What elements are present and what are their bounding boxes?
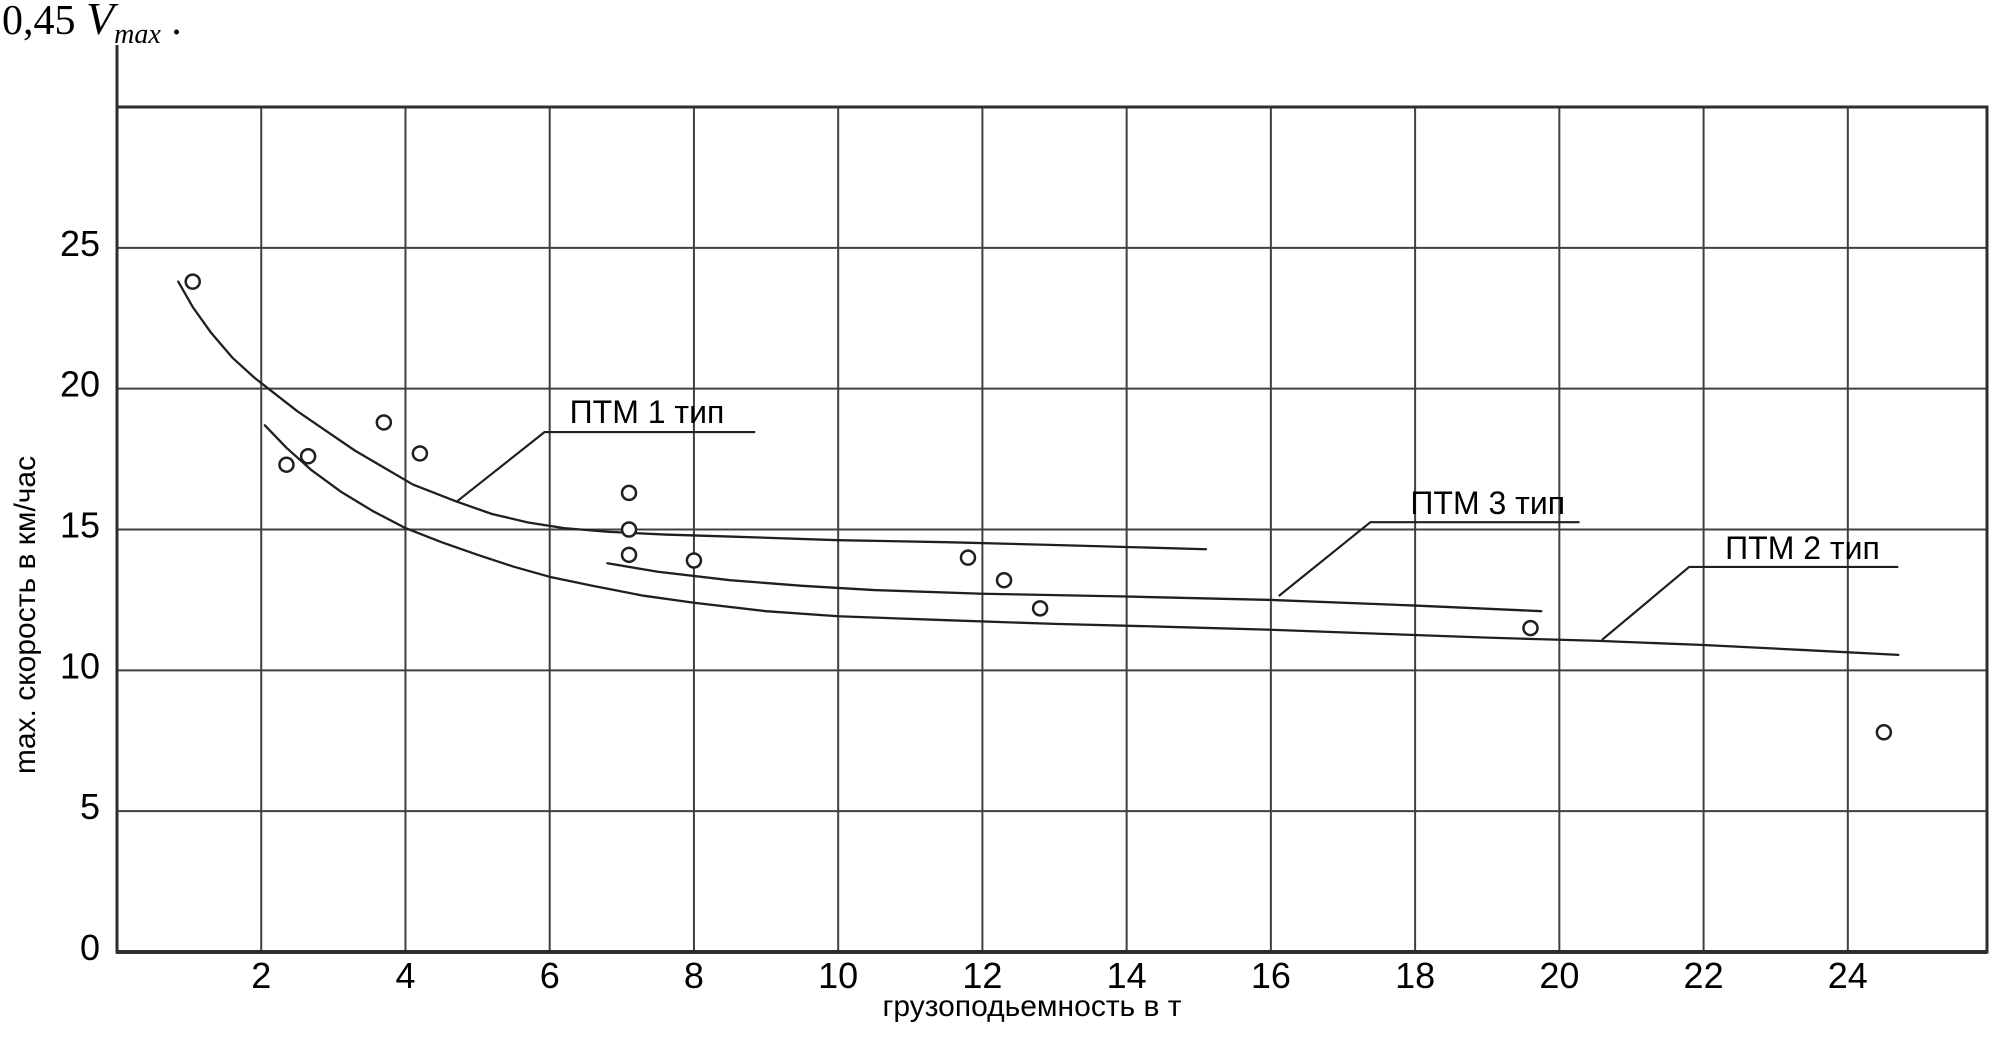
x-tick-label-14: 14 — [1107, 955, 1147, 996]
x-tick-label-18: 18 — [1395, 955, 1435, 996]
data-point — [278, 456, 295, 473]
x-tick-label-12: 12 — [962, 955, 1002, 996]
x-tick-label-6: 6 — [540, 955, 560, 996]
formula-variable: V — [86, 0, 119, 44]
scatter-points — [184, 273, 1893, 741]
x-tick-label-10: 10 — [818, 955, 858, 996]
annotation-leader-2 — [1278, 521, 1580, 597]
data-point — [685, 552, 703, 569]
y-axis-title: max. скорость в км/час — [9, 456, 42, 774]
formula-prefix: 0,45 — [2, 0, 86, 44]
y-tick-label-0: 0 — [80, 927, 100, 968]
x-tick-label-4: 4 — [395, 955, 415, 996]
data-point — [1875, 724, 1893, 741]
series-curve-3 — [606, 562, 1543, 613]
y-tick-label-15: 15 — [60, 505, 100, 546]
x-axis-title: грузоподьемность в т — [882, 990, 1181, 1023]
formula-subscript: max — [114, 19, 161, 50]
x-tick-label-2: 2 — [251, 955, 271, 996]
data-point — [299, 448, 317, 465]
data-point — [411, 445, 429, 462]
formula-text: 0,45 Vmax . — [2, 0, 182, 50]
y-tick-label-10: 10 — [60, 645, 100, 686]
x-tick-label-20: 20 — [1539, 955, 1579, 996]
gridlines — [117, 107, 1987, 952]
data-point — [620, 521, 638, 538]
data-point — [184, 273, 201, 290]
curve-label-3: ПТМ 2 тип — [1725, 530, 1880, 566]
series-curve-2 — [263, 424, 1900, 656]
data-point — [375, 414, 393, 431]
data-point — [1031, 600, 1049, 617]
annotation-leader-3 — [1601, 565, 1899, 641]
annotation-leader-1 — [455, 430, 756, 504]
data-point — [620, 546, 638, 564]
data-point — [959, 549, 977, 566]
curve-label-1: ПТМ 1 тип — [570, 394, 725, 430]
series-curve-1 — [177, 280, 1208, 551]
y-tick-label-20: 20 — [60, 364, 100, 405]
x-tick-label-22: 22 — [1684, 955, 1724, 996]
series-curves — [177, 280, 1900, 656]
data-point — [620, 484, 638, 502]
formula-suffix: . — [161, 0, 182, 44]
x-tick-label-24: 24 — [1828, 955, 1868, 996]
data-point — [1522, 619, 1539, 637]
plot-frame — [115, 45, 1989, 954]
y-tick-label-5: 5 — [80, 786, 100, 827]
y-tick-label-25: 25 — [60, 223, 100, 264]
data-point — [995, 571, 1013, 589]
curve-label-2: ПТМ 3 тип — [1410, 485, 1565, 521]
x-tick-label-8: 8 — [684, 955, 704, 996]
curve-annotations: ПТМ 1 тип ПТМ 3 тип ПТМ 2 тип — [455, 394, 1899, 641]
x-tick-label-16: 16 — [1251, 955, 1291, 996]
